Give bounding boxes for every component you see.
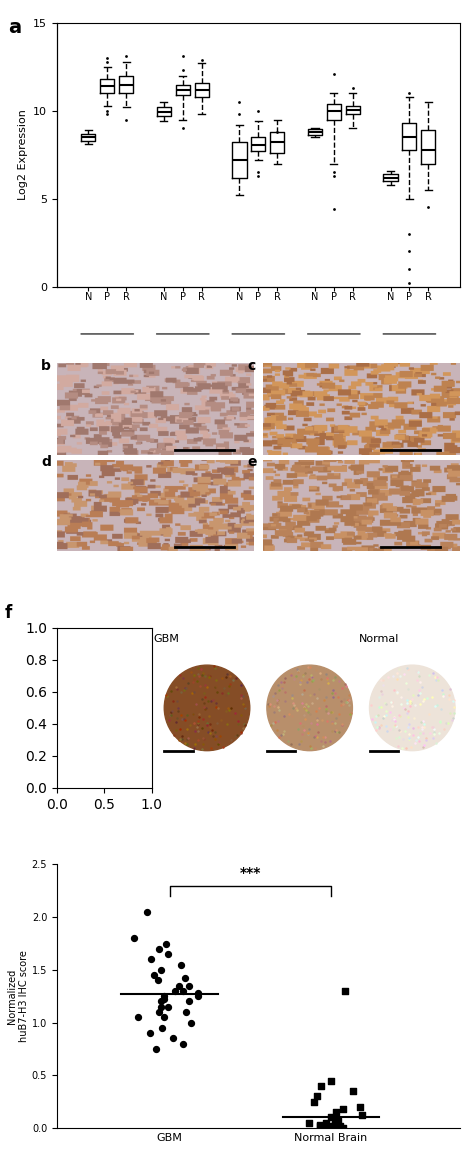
Point [332,1103,340,1121]
Point [179,982,186,1000]
Point [331,1111,339,1129]
Point [317,1076,324,1095]
Point [327,1108,335,1127]
Point [194,988,202,1006]
Point [160,988,168,1006]
Point [164,945,172,963]
Point [182,1003,190,1021]
Point [181,969,189,988]
Point [194,984,201,1003]
Point [325,1119,332,1137]
Point [349,1082,357,1100]
Point [170,1029,177,1047]
Point [310,1092,318,1111]
Point [147,950,155,968]
Point [143,902,151,921]
Point [158,992,165,1011]
Point [146,1024,154,1043]
Text: GBM: GBM [153,634,179,643]
Point [322,1113,329,1131]
Circle shape [267,665,352,750]
Point [314,1088,321,1106]
Point [160,990,168,1008]
Text: f: f [5,604,12,623]
Point [171,982,179,1000]
Point [160,1008,168,1027]
Text: Normal: Normal [359,634,400,643]
Text: d: d [41,455,51,468]
Point [340,1100,347,1119]
Point [318,1119,326,1137]
Point [178,955,185,974]
Text: ***: *** [239,867,261,881]
Text: c: c [247,358,256,373]
Point [157,998,165,1016]
Point [158,1019,166,1037]
Point [185,992,193,1011]
Point [327,1116,335,1135]
Point [356,1098,364,1116]
Point [335,1112,342,1130]
Point [152,1039,159,1058]
Circle shape [62,665,147,750]
Y-axis label: Log2 Expression: Log2 Expression [18,109,27,200]
Point [336,1116,344,1135]
Point [187,1013,195,1031]
Text: b: b [41,358,51,373]
Point [179,1035,186,1053]
Circle shape [164,665,250,750]
Point [135,1008,142,1027]
Text: a: a [9,17,22,37]
Circle shape [370,665,455,750]
Point [155,939,163,958]
Y-axis label: Normalized
huB7-H3 IHC score: Normalized huB7-H3 IHC score [7,951,29,1042]
Text: e: e [247,455,257,468]
Point [185,976,193,994]
Point [317,1115,324,1134]
Point [328,1072,335,1090]
Point [130,929,137,947]
Point [150,966,157,984]
Point [305,1113,312,1131]
Point [155,1003,162,1021]
Point [316,1116,323,1135]
Point [175,976,183,994]
Point [358,1106,365,1125]
Point [331,1115,338,1134]
Point [164,998,172,1016]
Point [339,1119,346,1137]
Point [154,971,162,990]
Point [158,961,165,980]
Point [163,935,170,953]
Point [341,982,348,1000]
